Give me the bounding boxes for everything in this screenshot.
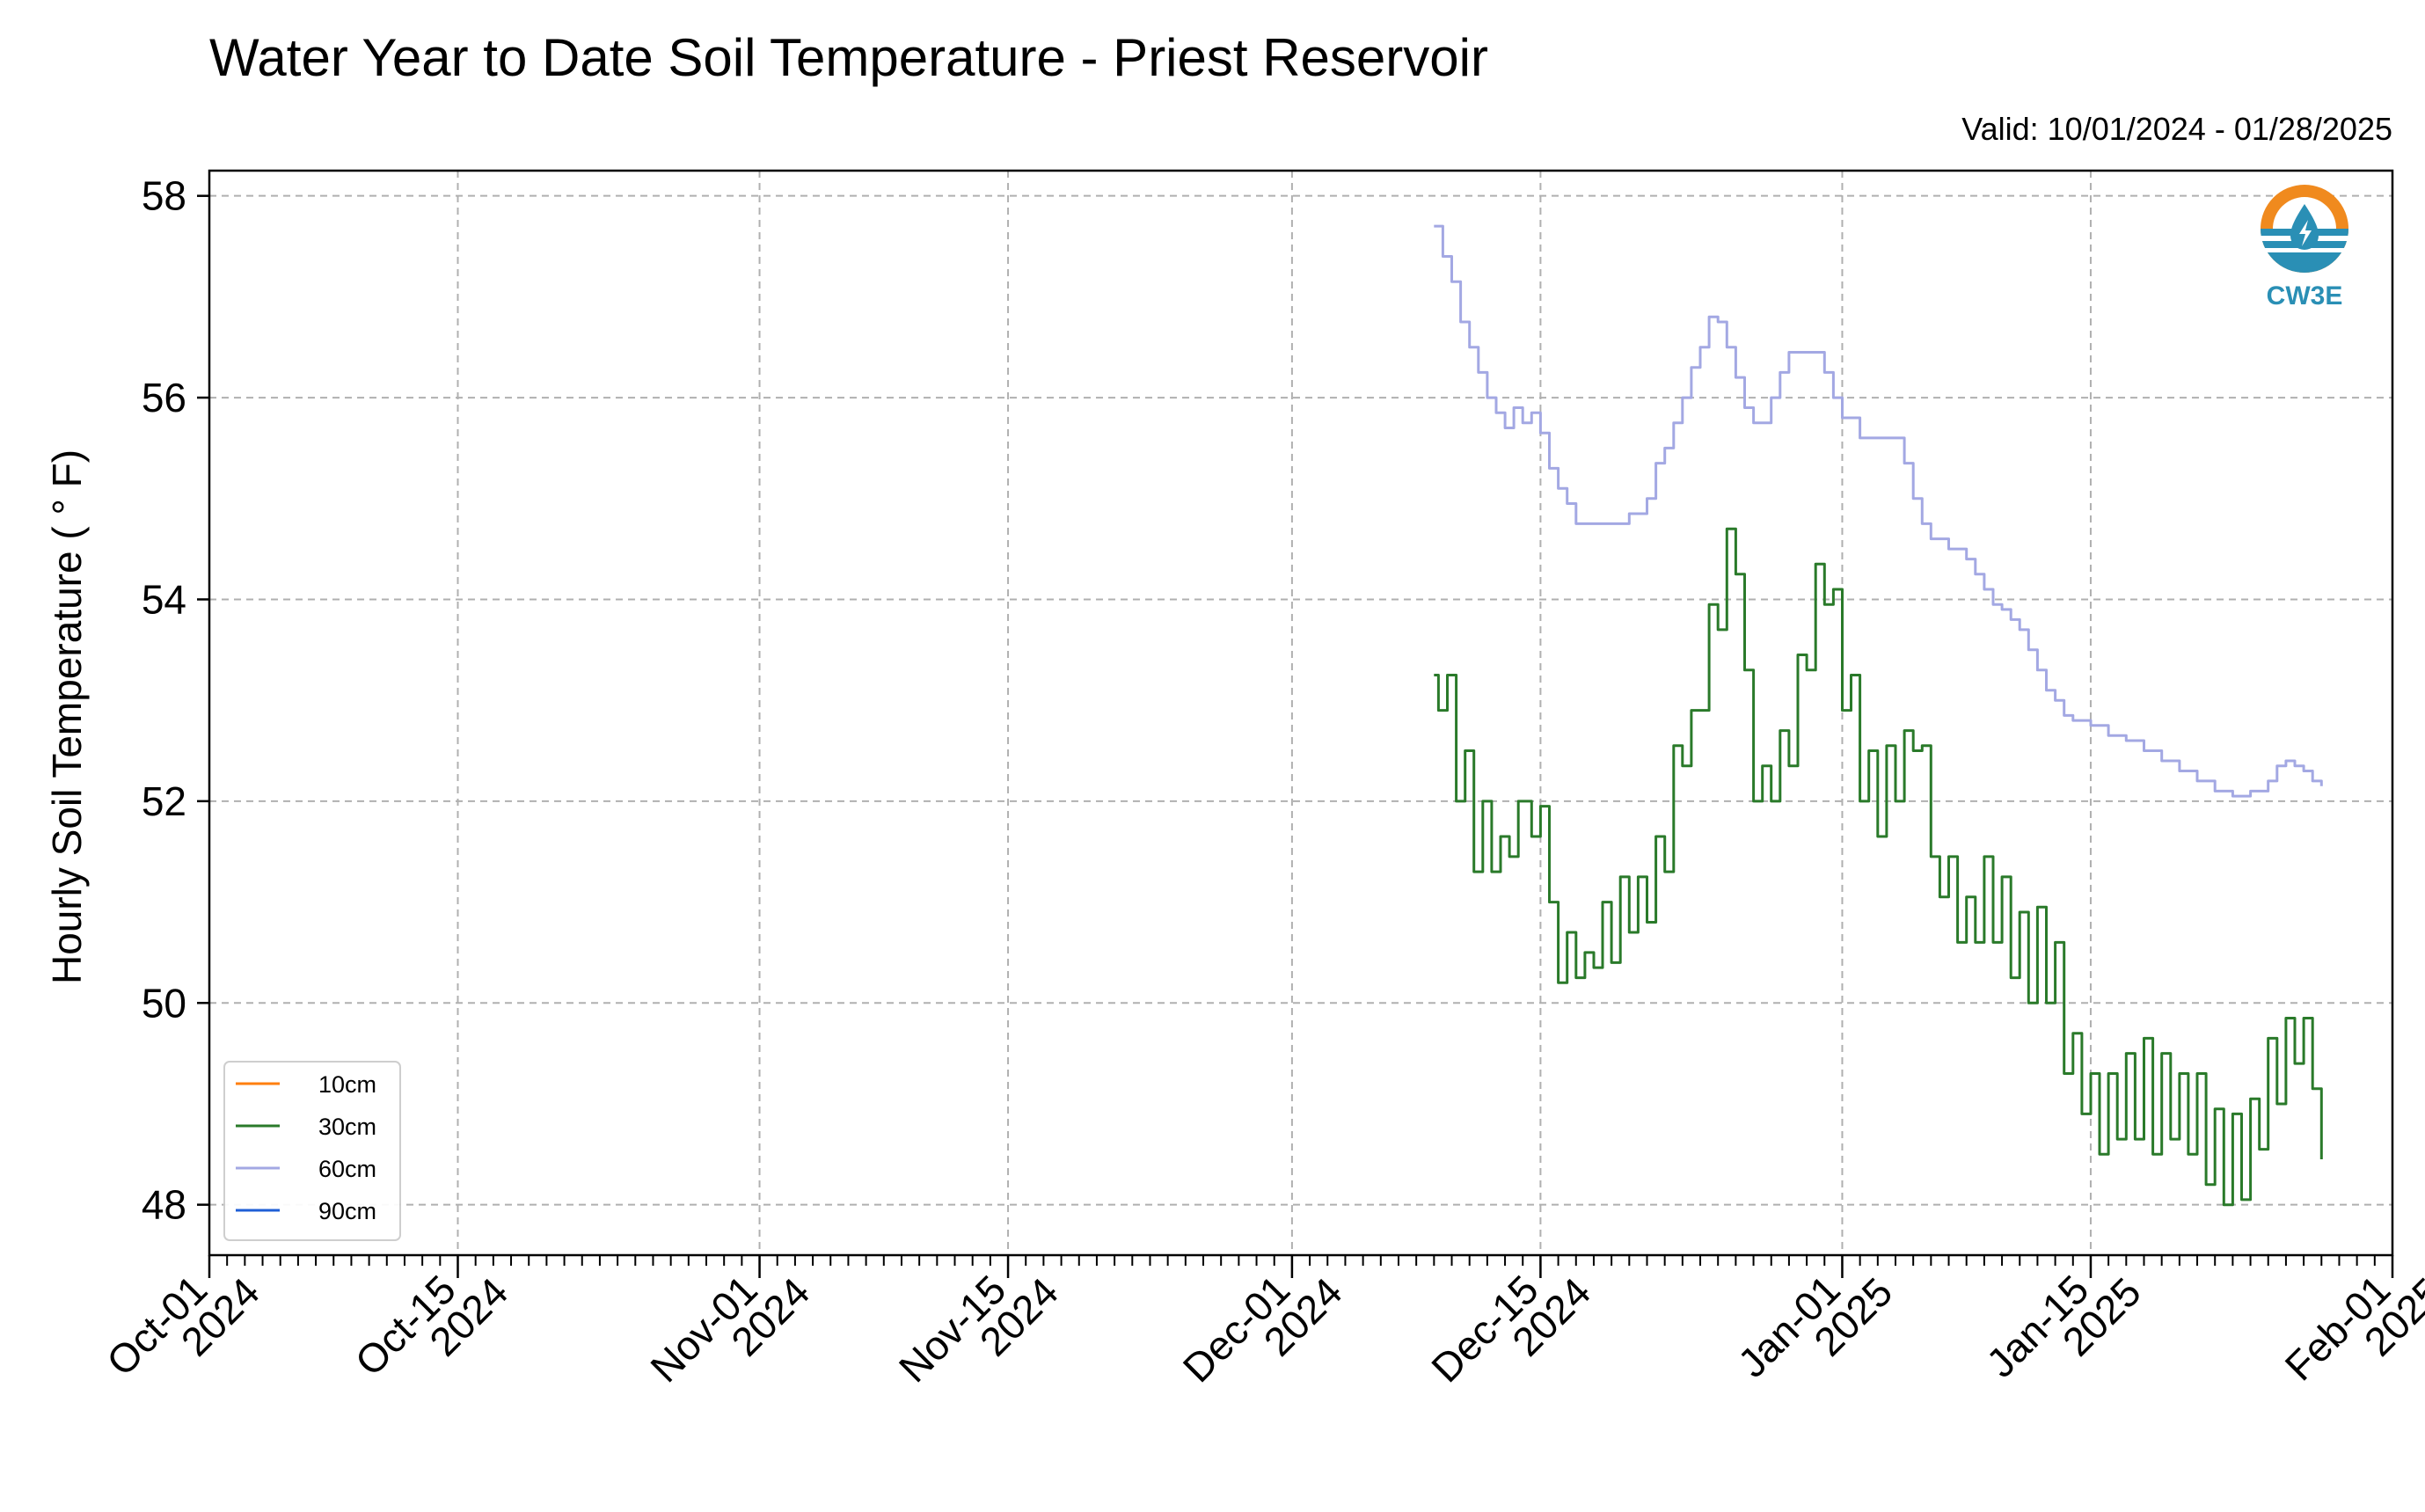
y-tick-label: 48 <box>142 1182 186 1228</box>
legend-label-10cm: 10cm <box>318 1071 376 1098</box>
legend-label-30cm: 30cm <box>318 1114 376 1140</box>
y-tick-labels: 48 50 52 54 56 58 <box>142 173 186 1228</box>
logo-text: CW3E <box>2267 281 2343 310</box>
y-axis-label: Hourly Soil Temperature ( ° F) <box>44 449 90 984</box>
y-tick-label: 56 <box>142 375 186 420</box>
chart-title: Water Year to Date Soil Temperature - Pr… <box>209 28 1488 87</box>
logo-wave-2 <box>2264 248 2345 252</box>
plot-frame <box>208 169 2394 1257</box>
chart-subtitle: Valid: 10/01/2024 - 01/28/2025 <box>1961 111 2392 147</box>
y-tick-label: 50 <box>142 980 186 1026</box>
legend: 10cm 30cm 60cm 90cm <box>223 1061 401 1241</box>
legend-box <box>223 1061 401 1241</box>
y-tick-label: 58 <box>142 173 186 219</box>
cw3e-logo: CW3E <box>2261 185 2348 310</box>
y-tick-label: 54 <box>142 576 186 622</box>
y-tick-label: 52 <box>142 778 186 824</box>
series-lines <box>1434 224 2323 1207</box>
axis-ticks <box>197 194 2394 1278</box>
logo-bolt-icon <box>2299 220 2312 246</box>
legend-label-90cm: 90cm <box>318 1198 376 1224</box>
series-60cm-line <box>1434 224 2323 798</box>
series-30cm-line <box>1434 527 2323 1207</box>
legend-label-60cm: 60cm <box>318 1156 376 1182</box>
